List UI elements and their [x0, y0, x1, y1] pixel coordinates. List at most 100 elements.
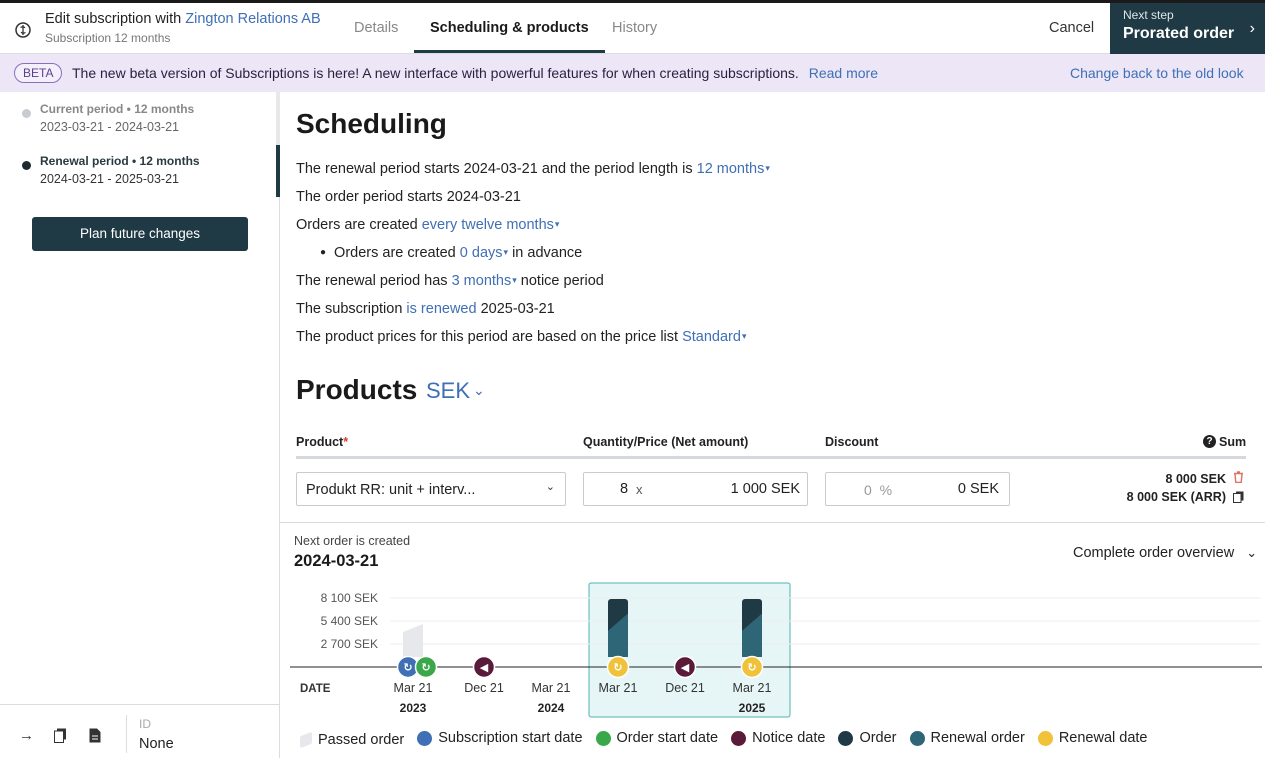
legend-swatch-icon — [909, 730, 925, 746]
renewal-date-icon — [606, 655, 630, 679]
legend-swatch-icon — [595, 730, 611, 746]
marker-glyph: ◀ — [480, 661, 489, 674]
legend-label: Order — [859, 730, 897, 746]
discount-field[interactable]: 0 % 0 SEK — [825, 472, 1010, 506]
dropdown-value: 12 months — [696, 161, 765, 177]
period-dates: 2024-03-21 - 2025-03-21 — [40, 172, 179, 186]
arrow-right-icon[interactable]: → — [19, 727, 34, 744]
tab-scheduling-products[interactable]: Scheduling & products — [414, 3, 605, 53]
marker-glyph: ↻ — [747, 661, 756, 674]
plan-future-changes-button[interactable]: Plan future changes — [32, 217, 248, 251]
product-value: Produkt RR: unit + interv... — [306, 482, 476, 498]
renewal-date-marker: ↻ — [606, 655, 630, 679]
x-tick-label: Mar 21 — [394, 681, 433, 695]
renewal-mode-link[interactable]: is renewed — [406, 301, 477, 317]
renewal-date-marker: ↻ — [740, 655, 764, 679]
chevron-down-icon: ▾ — [765, 163, 770, 173]
banner-text: The new beta version of Subscriptions is… — [72, 65, 799, 81]
page-subtitle: Subscription 12 months — [45, 31, 171, 45]
legend-swatch-icon — [1037, 730, 1053, 746]
x-tick-year: 2024 — [538, 701, 565, 715]
order-frequency-dropdown[interactable]: every twelve months▾ — [422, 217, 560, 233]
renewal-line: The subscription is renewed 2025-03-21 — [296, 301, 555, 317]
text: Complete order overview — [1073, 545, 1235, 561]
price-input[interactable]: 1 000 SEK — [730, 481, 800, 497]
x-tick-label: Dec 21 — [464, 681, 504, 695]
chevron-down-icon: ⌄ — [1246, 545, 1258, 560]
read-more-link[interactable]: Read more — [808, 65, 878, 81]
discount-percent-input[interactable]: 0 % — [864, 482, 892, 498]
renewal-bar-segment — [742, 613, 762, 657]
order-timeline-chart: ↻ ↻ ◀ ↻ ◀ ↻ 8 100 SEK 5 400 SEK 2 700 SEK DATE Ma… — [290, 582, 1262, 718]
sidebar-track — [276, 92, 280, 197]
dropdown-value: every twelve months — [421, 217, 554, 233]
text: 2025-03-21 — [480, 301, 555, 317]
page-title-prefix: Edit subscription with — [45, 11, 182, 27]
required-marker: * — [343, 435, 349, 449]
trash-icon[interactable] — [1233, 471, 1244, 483]
legend-item: Renewal date — [1037, 730, 1148, 746]
legend-item: Passed order — [300, 731, 404, 748]
text: Orders are created — [296, 217, 418, 233]
chevron-right-icon: › — [1249, 20, 1255, 37]
renewal-order-bar — [608, 599, 628, 657]
period-length-dropdown[interactable]: 12 months▾ — [697, 161, 770, 177]
text: 0 — [864, 482, 872, 498]
change-back-link[interactable]: Change back to the old look — [1070, 65, 1244, 81]
legend-swatch-icon — [838, 730, 854, 746]
sidebar-footer: → ID None — [0, 704, 279, 758]
legend-label: Order start date — [616, 730, 719, 746]
multiply-sign: x — [636, 482, 643, 497]
marker-glyph: ↻ — [403, 661, 412, 674]
col-header-sum: Sum — [1219, 435, 1247, 449]
text: The renewal period starts 2024-03-21 and… — [296, 161, 693, 177]
quantity-input[interactable]: 8 — [620, 481, 629, 497]
advance-days-line: ● Orders are created 0 days▾ in advance — [320, 245, 582, 261]
marker-glyph: ◀ — [681, 661, 690, 674]
top-header: Edit subscription with Zington Relations… — [0, 0, 1265, 54]
legend-item: Subscription start date — [417, 730, 583, 746]
discount-amount-input[interactable]: 0 SEK — [957, 481, 999, 497]
complete-order-overview-toggle[interactable]: Complete order overview ⌄ — [1073, 545, 1257, 561]
banner-message: The new beta version of Subscriptions is… — [72, 65, 878, 81]
copy-icon[interactable] — [1233, 491, 1244, 503]
tab-history[interactable]: History — [612, 20, 658, 36]
scheduling-heading: Scheduling — [296, 108, 447, 139]
notice-period-dropdown[interactable]: 3 months▾ — [452, 273, 517, 289]
col-header-product: Product* — [296, 435, 348, 449]
x-tick-label: Dec 21 — [665, 681, 705, 695]
chart-legend: Passed order Subscription start date Order… — [300, 730, 1161, 752]
currency-dropdown[interactable]: SEK ⌄ — [426, 378, 485, 404]
order-period-line: The order period starts 2024-03-21 — [296, 189, 521, 205]
legend-label: Notice date — [752, 730, 826, 746]
row-sum: 8 000 SEK — [1165, 472, 1226, 486]
copy-document-icon[interactable] — [54, 728, 67, 743]
price-list-dropdown[interactable]: Standard▾ — [682, 329, 746, 345]
beta-banner: BETA The new beta version of Subscriptio… — [0, 54, 1265, 92]
product-select[interactable]: Produkt RR: unit + interv... ⌄ — [296, 472, 566, 506]
notice-marker: ◀ — [472, 655, 496, 679]
x-tick-year: 2025 — [739, 701, 766, 715]
next-step-label: Next step — [1123, 8, 1174, 22]
document-icon[interactable] — [89, 728, 101, 743]
next-step-button[interactable]: Next step Prorated order › — [1110, 3, 1265, 54]
page-title: Edit subscription with Zington Relations… — [45, 11, 321, 27]
dropdown-value: 3 months — [451, 273, 512, 289]
notice-period-line: The renewal period has 3 months▾ notice … — [296, 273, 604, 289]
renewal-period-line: The renewal period starts 2024-03-21 and… — [296, 161, 770, 177]
help-icon[interactable]: ? — [1203, 435, 1216, 448]
advance-days-dropdown[interactable]: 0 days▾ — [460, 245, 508, 261]
chevron-down-icon: ▾ — [741, 331, 747, 341]
cancel-button[interactable]: Cancel — [1049, 20, 1095, 36]
legend-swatch-icon — [417, 730, 433, 746]
notice-marker: ◀ — [673, 655, 697, 679]
text: notice period — [520, 273, 604, 289]
currency-value: SEK — [426, 378, 471, 403]
tab-details[interactable]: Details — [354, 20, 399, 36]
customer-link[interactable]: Zington Relations AB — [185, 11, 321, 27]
price-list-line: The product prices for this period are b… — [296, 329, 746, 345]
notice-icon — [673, 655, 697, 679]
order-start-marker: ↻ — [414, 655, 438, 679]
quantity-price-field[interactable]: 8 x 1 000 SEK — [583, 472, 808, 506]
col-header-quantity: Quantity/Price (Net amount) — [583, 435, 749, 449]
